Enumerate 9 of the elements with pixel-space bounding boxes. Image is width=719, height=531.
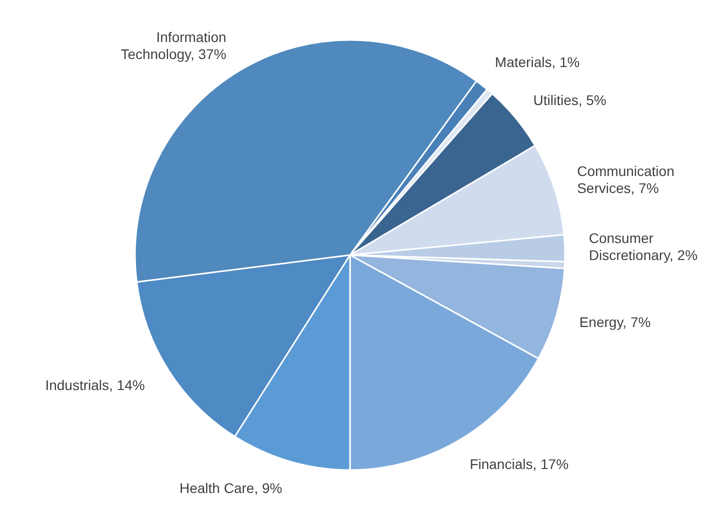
slice-label: Financials, 17% (470, 456, 569, 473)
slice-label: Materials, 1% (494, 54, 580, 72)
slice-label: Industrials, 14% (45, 376, 145, 394)
slice-label: Consumer Discretionary, 2% (588, 230, 699, 264)
slice-label: Utilities, 5% (533, 92, 606, 109)
slice-label: Communication Services, 7% (577, 162, 676, 197)
slice-label: Health Care, 9% (179, 480, 282, 497)
slice-label: Information Technology, 37% (120, 28, 226, 63)
slice-label: Energy, 7% (579, 314, 651, 332)
